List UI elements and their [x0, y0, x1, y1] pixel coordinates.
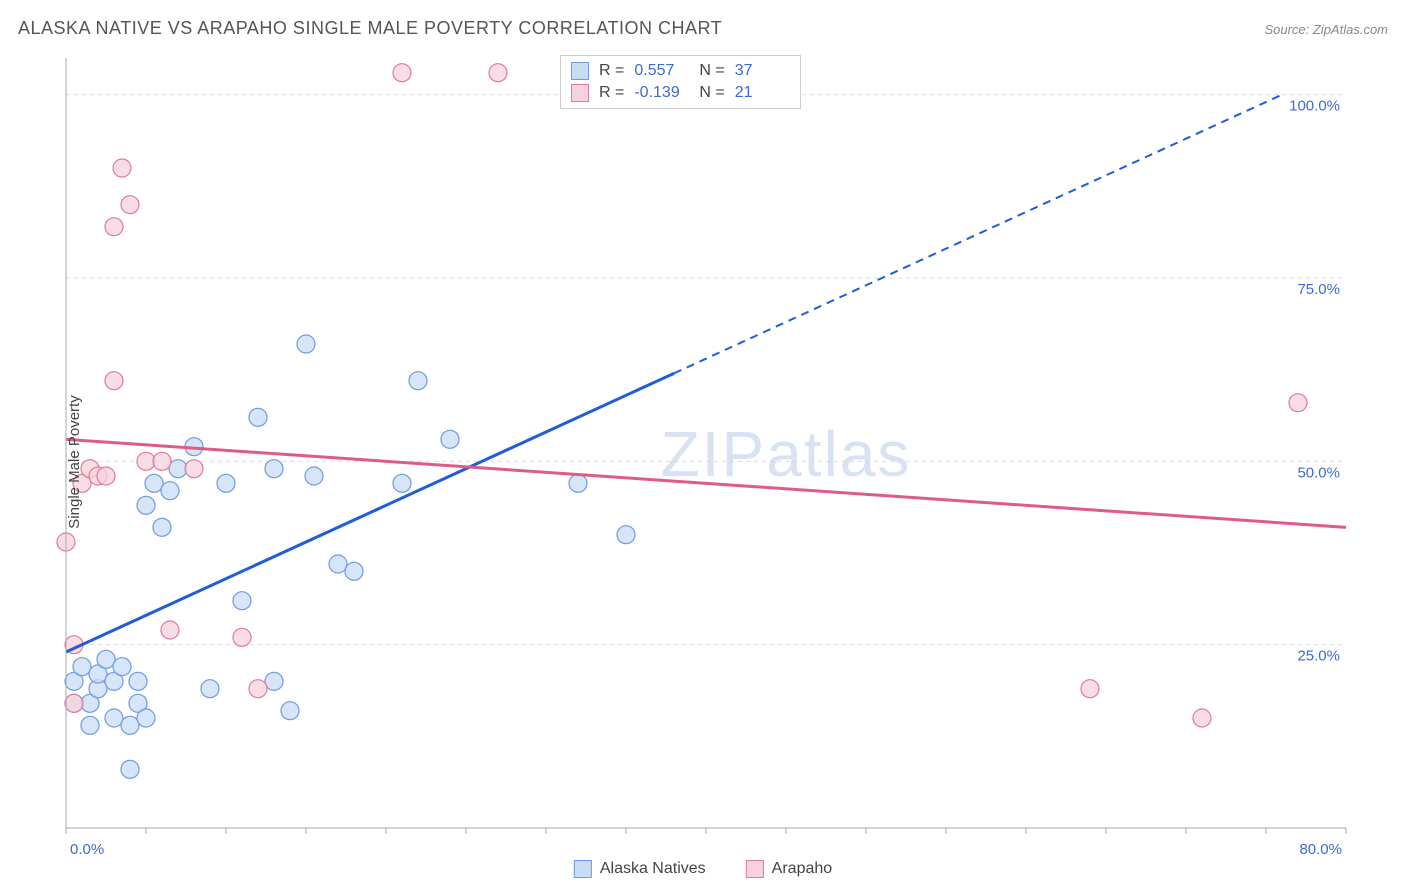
- chart-legend: Alaska Natives Arapaho: [574, 860, 832, 878]
- data-point: [169, 460, 187, 478]
- chart-title: ALASKA NATIVE VS ARAPAHO SINGLE MALE POV…: [18, 18, 722, 39]
- legend-label: Arapaho: [772, 860, 833, 878]
- data-point: [137, 452, 155, 470]
- legend-item: Alaska Natives: [574, 860, 706, 878]
- chart-container: Single Male Poverty ZIPatlas 25.0% 50.0% 75…: [18, 50, 1388, 874]
- data-point: [105, 709, 123, 727]
- data-point: [569, 474, 587, 492]
- y-tick-label: 25.0%: [1297, 648, 1340, 665]
- stats-row: R = -0.139 N = 21: [571, 82, 790, 104]
- data-point: [105, 372, 123, 390]
- r-label: R =: [599, 84, 624, 102]
- data-point: [121, 760, 139, 778]
- correlation-stats-box: R = 0.557 N = 37 R = -0.139 N = 21: [560, 55, 801, 109]
- data-point: [617, 526, 635, 544]
- data-point: [345, 562, 363, 580]
- data-point: [113, 658, 131, 676]
- trend-line: [66, 373, 674, 652]
- data-point: [217, 474, 235, 492]
- data-point: [121, 716, 139, 734]
- data-point: [265, 460, 283, 478]
- r-value: 0.557: [634, 62, 689, 80]
- y-tick-label: 100.0%: [1289, 98, 1340, 115]
- data-point: [137, 709, 155, 727]
- data-point: [329, 555, 347, 573]
- data-point: [113, 159, 131, 177]
- data-point: [145, 474, 163, 492]
- data-point: [105, 218, 123, 236]
- data-point: [73, 658, 91, 676]
- source-attribution: Source: ZipAtlas.com: [1264, 22, 1388, 37]
- y-tick-label: 50.0%: [1297, 464, 1340, 481]
- data-point: [161, 482, 179, 500]
- trend-line-extrapolated: [674, 95, 1282, 374]
- data-point: [137, 496, 155, 514]
- data-point: [409, 372, 427, 390]
- data-point: [97, 467, 115, 485]
- data-point: [1193, 709, 1211, 727]
- x-tick-label: 80.0%: [1299, 841, 1342, 858]
- header: ALASKA NATIVE VS ARAPAHO SINGLE MALE POV…: [18, 18, 1388, 39]
- series-swatch: [571, 84, 589, 102]
- legend-swatch: [574, 860, 592, 878]
- data-point: [81, 716, 99, 734]
- stats-row: R = 0.557 N = 37: [571, 60, 790, 82]
- legend-item: Arapaho: [746, 860, 833, 878]
- data-point: [185, 460, 203, 478]
- data-point: [281, 702, 299, 720]
- data-point: [97, 650, 115, 668]
- data-point: [249, 408, 267, 426]
- x-tick-label: 0.0%: [70, 841, 104, 858]
- data-point: [201, 680, 219, 698]
- scatter-chart: ZIPatlas 25.0% 50.0% 75.0% 100.0% 0.0% 80.0%: [18, 50, 1388, 874]
- data-point: [233, 628, 251, 646]
- data-point: [65, 694, 83, 712]
- legend-label: Alaska Natives: [600, 860, 706, 878]
- data-point: [233, 592, 251, 610]
- n-value: 21: [735, 84, 790, 102]
- r-value: -0.139: [634, 84, 689, 102]
- data-point: [1081, 680, 1099, 698]
- data-point: [265, 672, 283, 690]
- series-swatch: [571, 62, 589, 80]
- y-tick-label: 75.0%: [1297, 281, 1340, 298]
- data-point: [249, 680, 267, 698]
- y-axis-label: Single Male Poverty: [66, 395, 83, 528]
- r-label: R =: [599, 62, 624, 80]
- legend-swatch: [746, 860, 764, 878]
- data-point: [1289, 394, 1307, 412]
- data-point: [441, 430, 459, 448]
- data-point: [393, 64, 411, 82]
- data-point: [153, 452, 171, 470]
- n-label: N =: [699, 62, 724, 80]
- data-point: [161, 621, 179, 639]
- data-point: [489, 64, 507, 82]
- watermark: ZIPatlas: [661, 418, 912, 490]
- data-point: [393, 474, 411, 492]
- n-value: 37: [735, 62, 790, 80]
- data-point: [153, 518, 171, 536]
- data-point: [297, 335, 315, 353]
- data-point: [129, 672, 147, 690]
- data-point: [305, 467, 323, 485]
- n-label: N =: [699, 84, 724, 102]
- data-point: [121, 196, 139, 214]
